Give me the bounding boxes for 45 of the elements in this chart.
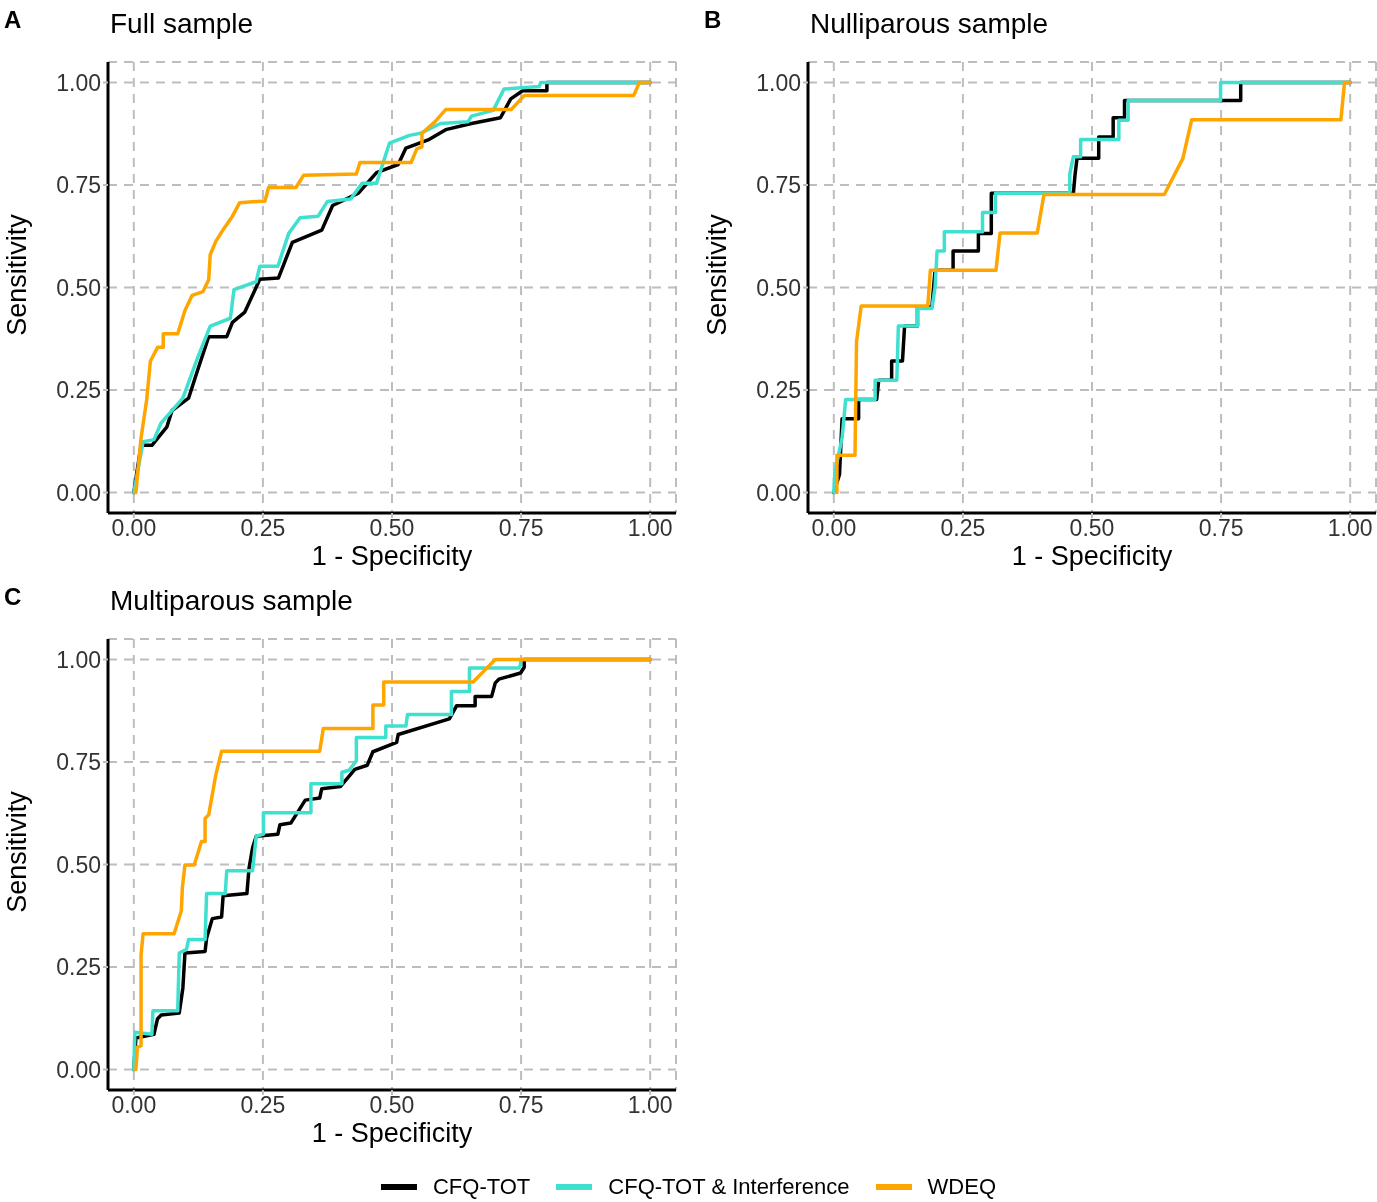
- x-tick-label: 1.00: [1327, 515, 1373, 542]
- x-tick-label: 0.00: [811, 515, 857, 542]
- y-tick-label: 0.25: [56, 954, 101, 981]
- chart-title: Full sample: [110, 8, 254, 40]
- y-axis-title: Sensitivity: [1, 790, 33, 915]
- y-tick-label: 0.25: [56, 377, 101, 404]
- x-tick-label: 0.00: [111, 515, 157, 542]
- y-tick-label: 1.00: [756, 69, 801, 96]
- y-tick-label: 0.75: [56, 749, 101, 776]
- x-axis-title: 1 - Specificity: [310, 1118, 474, 1149]
- text: C: [4, 583, 22, 611]
- y-tick-label: 0.00: [56, 479, 101, 506]
- x-tick-label: 0.50: [369, 1092, 415, 1119]
- x-tick-label: 0.25: [240, 515, 286, 542]
- y-tick-label: 0.00: [56, 1056, 101, 1083]
- text: A: [4, 6, 22, 34]
- x-tick-label: 0.75: [498, 515, 544, 542]
- x-tick-label: 0.25: [240, 1092, 286, 1119]
- y-tick-label: 1.00: [56, 69, 101, 96]
- x-tick-label: 0.00: [111, 1092, 157, 1119]
- y-axis-title: Sensitivity: [1, 213, 33, 338]
- legend-label: WDEQ: [927, 1174, 997, 1200]
- chart-title: Multiparous sample: [110, 585, 353, 617]
- y-tick-label: 0.75: [56, 172, 101, 199]
- x-tick-label: 0.75: [1198, 515, 1244, 542]
- x-tick-label: 0.25: [940, 515, 986, 542]
- x-tick-label: 1.00: [627, 515, 673, 542]
- y-tick-label: 0.75: [756, 172, 801, 199]
- y-tick-label: 0.50: [756, 274, 801, 301]
- legend-label: CFQ-TOT & Interference: [608, 1174, 850, 1200]
- y-tick-label: 0.50: [56, 274, 101, 301]
- x-axis-title: 1 - Specificity: [1010, 541, 1174, 572]
- y-tick-label: 0.00: [756, 479, 801, 506]
- x-tick-label: 0.50: [369, 515, 415, 542]
- y-tick-label: 0.50: [56, 851, 101, 878]
- x-tick-label: 1.00: [627, 1092, 673, 1119]
- x-tick-label: 0.75: [498, 1092, 544, 1119]
- chart-title: Nulliparous sample: [810, 8, 1049, 40]
- legend-label: CFQ-TOT: [432, 1174, 531, 1200]
- y-axis-title: Sensitivity: [701, 213, 733, 338]
- y-tick-label: 0.25: [756, 377, 801, 404]
- y-tick-label: 1.00: [56, 646, 101, 673]
- x-tick-label: 0.50: [1069, 515, 1115, 542]
- x-axis-title: 1 - Specificity: [310, 541, 474, 572]
- text: B: [704, 6, 722, 34]
